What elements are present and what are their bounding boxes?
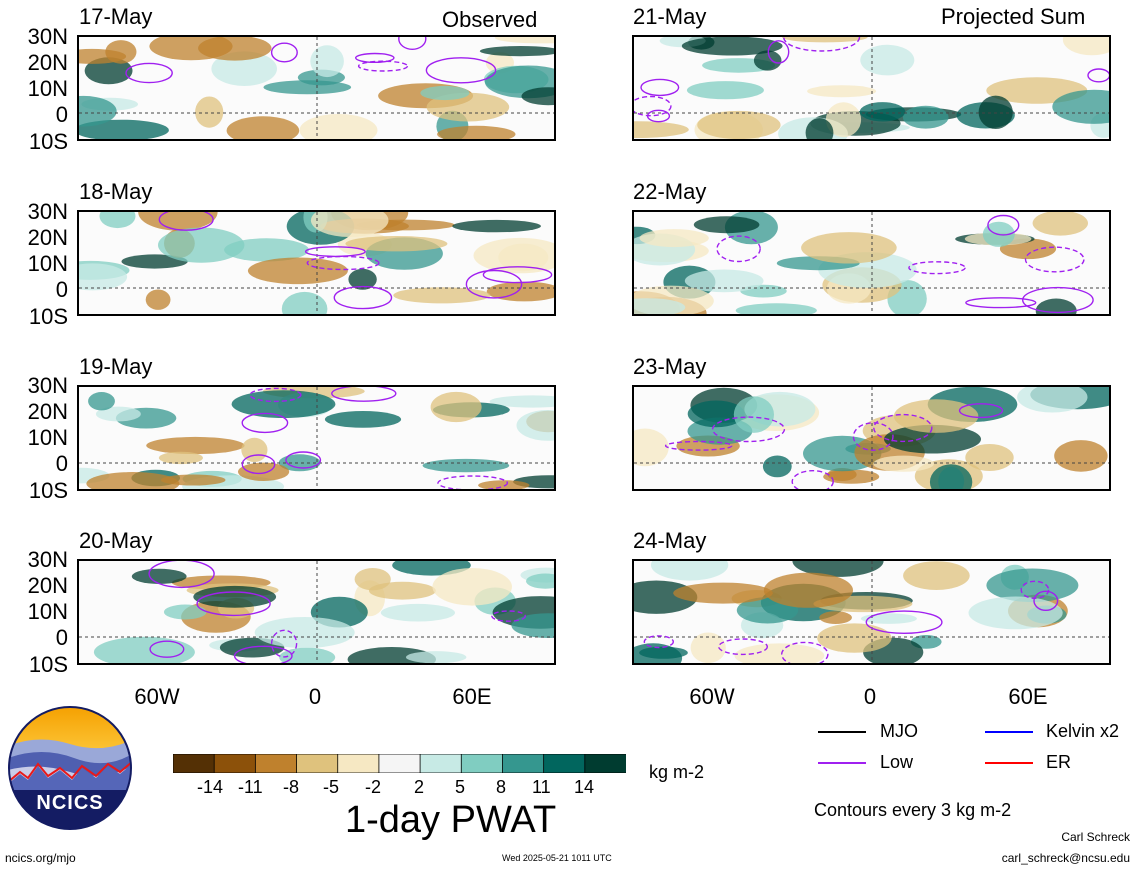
panel-title-projected-1: 21-May [633,4,707,29]
observed-label: Observed [442,7,538,32]
colorbar-tick-label: 2 [414,777,425,797]
colorbar-swatch [213,753,257,774]
low-legend-swatch [818,762,866,764]
pwat-field [79,37,554,139]
colorbar-swatch [419,753,463,774]
lat-label: 0 [55,102,68,127]
lat-label: 30N [27,547,68,572]
colorbar-tick-label: 11 [532,777,551,797]
colorbar-tick-label: -14 [197,777,224,797]
map-panel [77,559,556,665]
lat-label: 10S [28,304,68,329]
lat-label: 30N [27,199,68,224]
map-panel [77,385,556,491]
lon-label: 60W [689,684,735,709]
map-panel [632,385,1111,491]
lon-label: 0 [308,684,322,709]
map-panel [632,35,1111,141]
colorbar-units: kg m-2 [649,762,705,782]
colorbar-swatch [337,753,380,774]
pwat-field [634,37,1109,139]
lon-label: 60W [134,684,180,709]
colorbar-tick-label: 8 [496,777,507,797]
lat-label: 0 [55,451,68,476]
colorbar-swatch [378,753,421,774]
lat-label: 20N [27,50,68,75]
pwat-field [79,212,554,314]
er-legend-swatch [985,762,1033,764]
colorbar [172,753,627,774]
panel-title-projected-3: 23-May [633,354,707,379]
lat-label: 10S [28,652,68,677]
lon-label: 60E [452,684,492,709]
pwat-field [79,561,554,663]
ncics-logo: NCICS [8,706,132,830]
pwat-field [79,387,554,489]
panel-title-observed-4: 20-May [79,528,153,553]
colorbar-tick-label: -11 [238,777,263,797]
kelvin-legend-label: Kelvin x2 [1046,721,1120,741]
map-panel [77,210,556,316]
colorbar-tick-label: -8 [283,777,300,797]
footer-timestamp: Wed 2025-05-21 1011 UTC [502,853,612,863]
contour-note: Contours every 3 kg m-2 [814,800,1012,820]
lat-label: 20N [27,399,68,424]
lat-label: 0 [55,625,68,650]
colorbar-swatch [460,753,504,774]
footer-email[interactable]: carl_schreck@ncsu.edu [1001,851,1130,865]
mjo-legend-label: MJO [880,721,918,741]
colorbar-swatch [254,753,298,774]
panel-title-projected-4: 24-May [633,528,707,553]
er-legend-label: ER [1046,752,1072,772]
colorbar-swatch [172,753,216,774]
colorbar-tick-label: 14 [574,777,595,797]
lat-label: 10N [27,425,68,450]
colorbar-swatch [296,753,339,774]
kelvin-legend-swatch [985,731,1033,733]
lat-label: 10N [27,76,68,101]
map-panel [77,35,556,141]
low-legend-label: Low [880,752,914,772]
mjo-legend-swatch [818,731,866,733]
lat-label: 10S [28,129,68,154]
lon-label: 60E [1008,684,1048,709]
panel-title-observed-2: 18-May [79,179,153,204]
lat-label: 0 [55,277,68,302]
lat-label: 20N [27,573,68,598]
footer-author: Carl Schreck [1061,830,1130,844]
lat-label: 10N [27,251,68,276]
lat-label: 10S [28,478,68,503]
pwat-field [634,561,1109,663]
lat-label: 30N [27,373,68,398]
lat-label: 20N [27,225,68,250]
colorbar-title: 1-day PWAT [345,799,557,841]
panel-title-observed-3: 19-May [79,354,153,379]
colorbar-tick-label: 5 [455,777,466,797]
colorbar-tick-label: -2 [365,777,382,797]
lon-label: 0 [863,684,877,709]
panel-title-observed-1: 17-May [79,4,153,29]
projected-sum-label: Projected Sum [941,4,1086,29]
colorbar-tick-label: -5 [323,777,340,797]
colorbar-swatch [584,753,627,774]
pwat-field [634,387,1109,489]
colorbar-swatch [502,753,545,774]
map-panel [632,210,1111,316]
lat-label: 30N [27,24,68,49]
footer-url[interactable]: ncics.org/mjo [5,851,76,865]
panel-title-projected-2: 22-May [633,179,707,204]
lat-label: 10N [27,599,68,624]
pwat-field [634,212,1109,314]
logo-text: NCICS [36,792,104,814]
colorbar-swatch [543,753,586,774]
map-panel [632,559,1111,665]
